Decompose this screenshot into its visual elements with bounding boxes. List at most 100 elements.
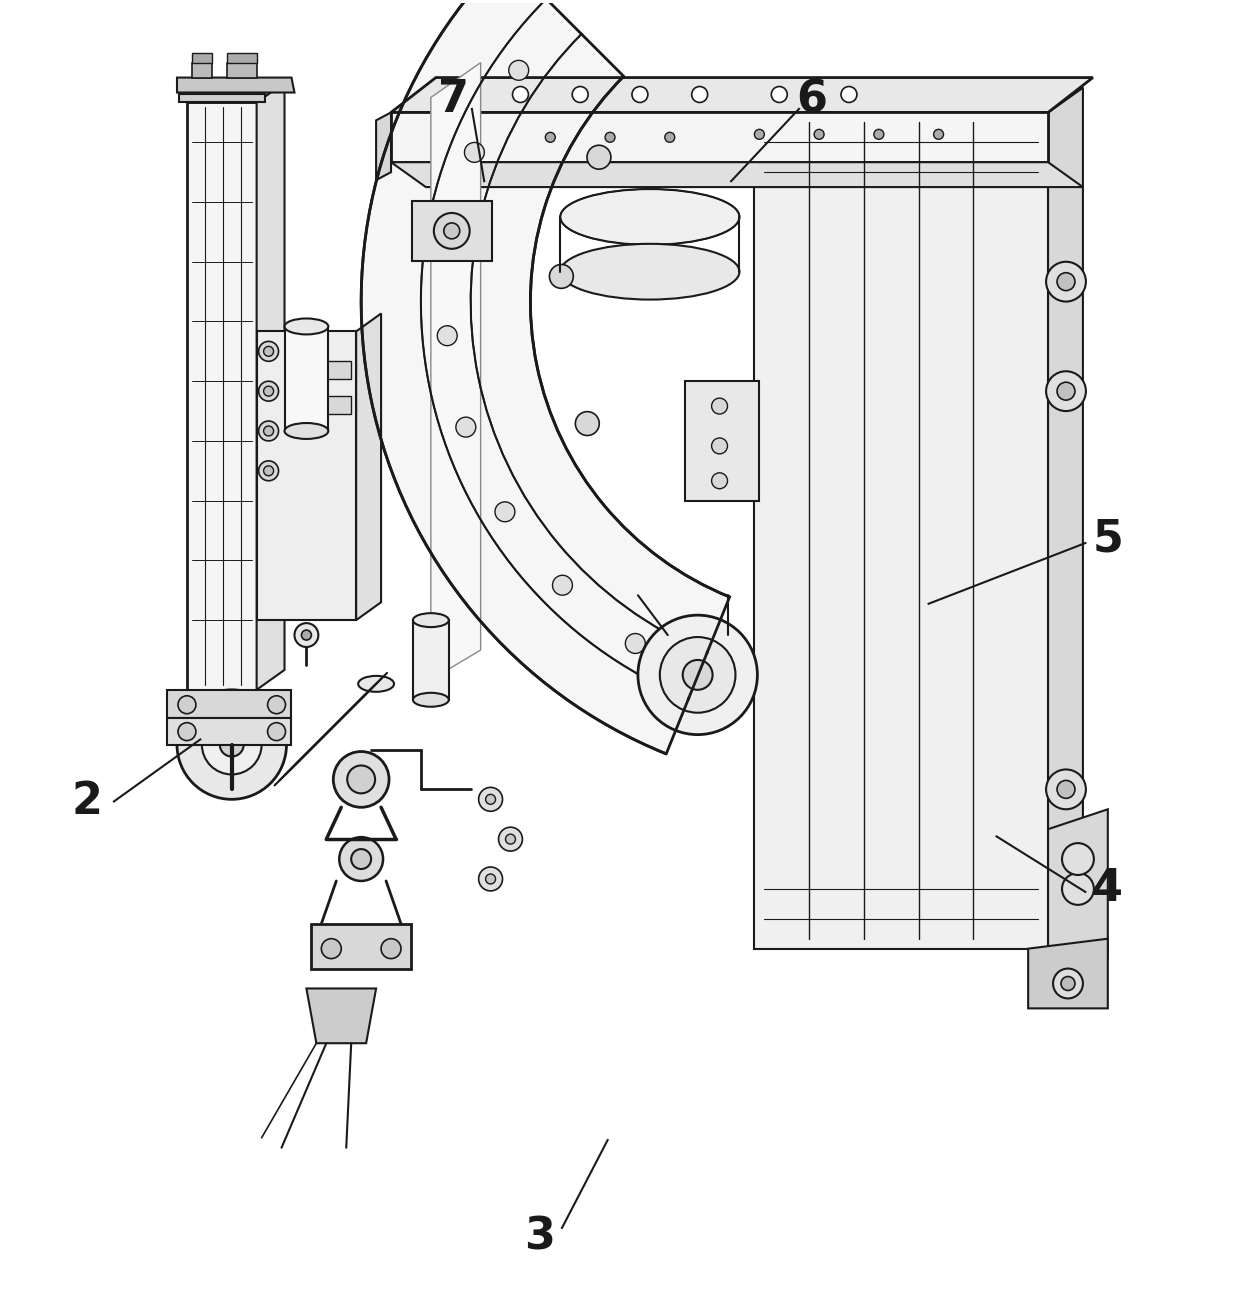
Circle shape (486, 794, 496, 805)
Polygon shape (1028, 938, 1107, 1009)
Circle shape (347, 766, 376, 793)
Polygon shape (306, 989, 376, 1044)
Polygon shape (1048, 87, 1083, 949)
Circle shape (334, 752, 389, 807)
Circle shape (546, 132, 556, 143)
Circle shape (259, 341, 279, 361)
Circle shape (934, 130, 944, 139)
Circle shape (264, 347, 274, 357)
Text: 2: 2 (71, 780, 102, 823)
Circle shape (1047, 262, 1086, 301)
Polygon shape (177, 78, 294, 92)
Circle shape (177, 689, 286, 800)
Circle shape (268, 723, 285, 741)
Polygon shape (257, 331, 356, 620)
Ellipse shape (413, 693, 449, 706)
Circle shape (294, 623, 319, 646)
Circle shape (575, 411, 599, 436)
Circle shape (434, 213, 470, 249)
Circle shape (660, 637, 735, 713)
Ellipse shape (560, 190, 739, 245)
Circle shape (549, 265, 573, 288)
Text: 6: 6 (796, 78, 827, 121)
Polygon shape (754, 87, 1083, 113)
Polygon shape (391, 113, 1048, 162)
Circle shape (456, 417, 476, 437)
Circle shape (202, 715, 262, 775)
Circle shape (1056, 780, 1075, 798)
Circle shape (692, 87, 708, 103)
Circle shape (264, 387, 274, 396)
Ellipse shape (413, 613, 449, 627)
Circle shape (264, 426, 274, 436)
Polygon shape (326, 396, 351, 414)
Polygon shape (167, 689, 291, 718)
Circle shape (712, 472, 728, 489)
Text: 4: 4 (1092, 867, 1123, 910)
Polygon shape (227, 62, 257, 78)
Circle shape (259, 461, 279, 480)
Polygon shape (227, 53, 257, 62)
Circle shape (486, 874, 496, 884)
Circle shape (1056, 382, 1075, 400)
Circle shape (637, 615, 758, 735)
Circle shape (219, 732, 244, 757)
Polygon shape (179, 95, 264, 103)
Polygon shape (391, 78, 1092, 113)
Circle shape (665, 132, 675, 143)
Circle shape (259, 421, 279, 441)
Polygon shape (391, 162, 1083, 187)
Circle shape (440, 232, 460, 252)
Circle shape (264, 466, 274, 476)
Circle shape (553, 575, 573, 596)
Circle shape (381, 938, 401, 959)
Circle shape (340, 837, 383, 881)
Circle shape (321, 938, 341, 959)
Polygon shape (412, 201, 491, 261)
Polygon shape (430, 62, 481, 680)
Circle shape (754, 130, 764, 139)
Ellipse shape (284, 318, 329, 335)
Circle shape (444, 223, 460, 239)
Text: 5: 5 (1092, 518, 1123, 561)
Text: 7: 7 (438, 78, 469, 121)
Polygon shape (754, 113, 1048, 949)
Circle shape (712, 398, 728, 414)
Circle shape (1047, 371, 1086, 411)
Circle shape (625, 633, 645, 653)
Circle shape (771, 87, 787, 103)
Circle shape (632, 87, 647, 103)
Ellipse shape (358, 676, 394, 692)
Ellipse shape (560, 244, 739, 300)
Polygon shape (413, 620, 449, 700)
Circle shape (508, 60, 528, 80)
Circle shape (465, 143, 485, 162)
Text: 3: 3 (525, 1215, 556, 1259)
Circle shape (1061, 976, 1075, 990)
Circle shape (259, 382, 279, 401)
Circle shape (874, 130, 884, 139)
Polygon shape (284, 327, 329, 431)
Circle shape (587, 145, 611, 169)
Polygon shape (187, 103, 257, 689)
Circle shape (179, 696, 196, 714)
Polygon shape (356, 314, 381, 620)
Circle shape (438, 326, 458, 345)
Polygon shape (192, 62, 212, 78)
Circle shape (268, 696, 285, 714)
Circle shape (1061, 874, 1094, 905)
Circle shape (1061, 844, 1094, 875)
Circle shape (506, 835, 516, 844)
Polygon shape (361, 0, 729, 754)
Circle shape (815, 130, 825, 139)
Polygon shape (1048, 809, 1107, 959)
Polygon shape (187, 83, 284, 103)
Circle shape (683, 659, 713, 689)
Circle shape (479, 867, 502, 890)
Circle shape (1047, 770, 1086, 809)
Circle shape (179, 723, 196, 741)
Circle shape (841, 87, 857, 103)
Polygon shape (167, 718, 291, 745)
Polygon shape (326, 361, 351, 379)
Ellipse shape (284, 423, 329, 439)
